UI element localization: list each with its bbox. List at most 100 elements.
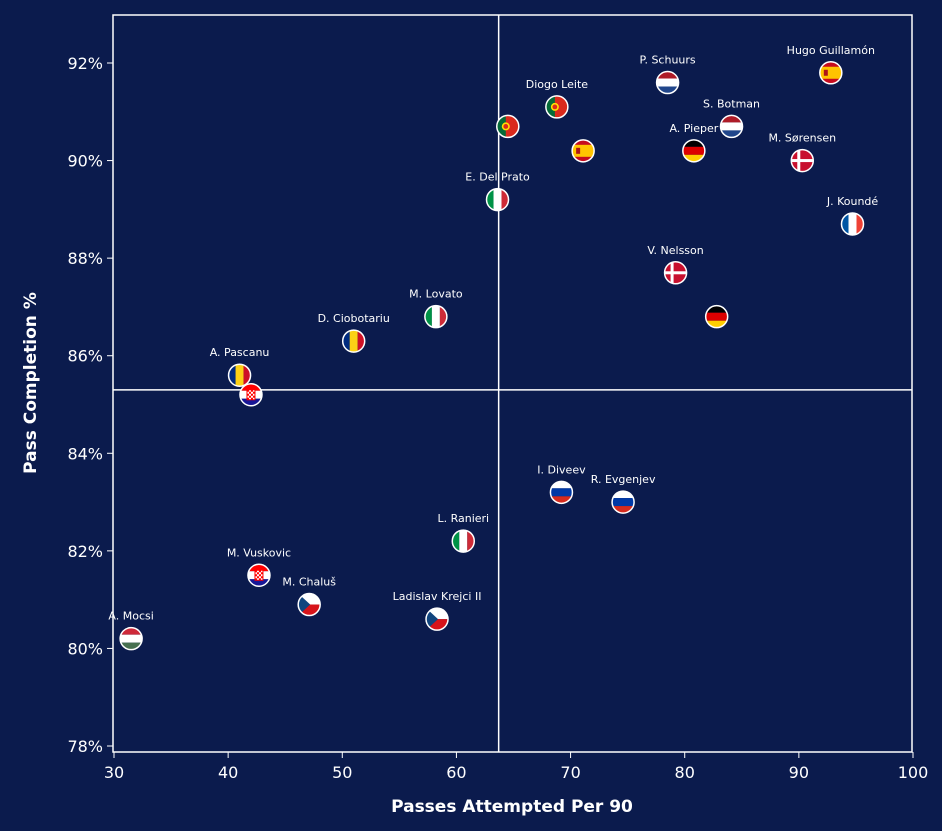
point-label: V. Nelsson <box>647 244 703 257</box>
point-label: E. Del Prato <box>465 171 530 184</box>
point-label: A. Pascanu <box>210 346 270 359</box>
marker-outline <box>549 480 574 505</box>
x-tick-label: 90 <box>789 763 809 782</box>
y-tick-label: 84% <box>67 444 103 463</box>
marker-outline <box>227 363 252 387</box>
plot-frame <box>112 14 913 753</box>
marker-outline <box>655 70 680 95</box>
data-point: E. Del Prato <box>465 171 530 212</box>
point-label: S. Botman <box>703 97 760 110</box>
y-tick-label: 92% <box>67 54 103 73</box>
marker-outline <box>571 139 595 163</box>
data-point: M. Lovato <box>409 288 463 329</box>
point-label: L. Ranieri <box>437 512 489 525</box>
portugal-flag-icon <box>545 95 568 118</box>
russia-flag-icon <box>612 491 635 514</box>
point-label: A. Pieper <box>669 122 718 135</box>
x-tick-label: 70 <box>560 763 580 782</box>
y-tick-label: 88% <box>67 249 103 268</box>
y-tick-label: 86% <box>67 347 103 366</box>
x-axis-title: Passes Attempted Per 90 <box>391 797 633 817</box>
russia-flag-icon <box>550 481 573 504</box>
data-point: J. Koundé <box>826 195 879 236</box>
data-point: V. Nelsson <box>647 244 704 285</box>
x-tick-label: 100 <box>898 763 929 782</box>
denmark-flag-icon <box>664 261 687 284</box>
marker-outline <box>239 382 263 407</box>
france-flag-icon <box>841 212 864 235</box>
data-point: M. Sørensen <box>768 132 836 173</box>
marker-outline <box>425 607 449 631</box>
data-point: S. Botman <box>703 97 760 139</box>
italy-flag-icon <box>424 305 447 328</box>
croatia-flag-icon <box>239 383 262 406</box>
netherlands-flag-icon <box>656 71 679 94</box>
marker-outline <box>682 139 706 163</box>
point-label: M. Vuskovic <box>227 546 291 559</box>
point-label: J. Koundé <box>826 195 879 208</box>
point-label: Ladislav Krejci II <box>393 590 482 603</box>
spain-flag-icon <box>819 61 842 84</box>
data-point: Diogo Leite <box>526 78 589 119</box>
data-point: A. Pieper <box>669 122 719 163</box>
point-label: D. Ciobotariu <box>318 312 390 325</box>
x-tick-label: 40 <box>218 763 238 782</box>
data-point: A. Mocsi <box>108 610 154 651</box>
y-axis-title: Pass Completion % <box>21 292 41 474</box>
marker-outline <box>704 304 729 329</box>
data-point: Hugo Guillamón <box>787 44 875 85</box>
croatia-flag-icon <box>247 564 270 587</box>
denmark-flag-icon <box>791 149 814 172</box>
point-label: M. Sørensen <box>768 132 836 145</box>
marker-outline <box>119 626 143 651</box>
data-point <box>239 382 263 407</box>
data-point <box>496 114 520 139</box>
marker-outline <box>341 329 366 353</box>
point-label: R. Evgenjev <box>591 473 656 486</box>
data-point: D. Ciobotariu <box>318 312 390 353</box>
point-label: Diogo Leite <box>526 78 589 91</box>
data-point: A. Pascanu <box>210 346 270 387</box>
point-label: A. Mocsi <box>108 610 153 623</box>
data-point: M. Vuskovic <box>227 546 291 587</box>
y-tick-label: 80% <box>67 639 103 658</box>
italy-flag-icon <box>486 188 509 211</box>
marker-outline <box>663 261 688 285</box>
marker-outline <box>790 148 815 173</box>
marker-outline <box>840 212 865 236</box>
marker-outline <box>496 114 520 139</box>
y-tick-label: 90% <box>67 152 103 171</box>
romania-flag-icon <box>342 330 365 353</box>
x-tick-label: 50 <box>332 763 352 782</box>
data-point: L. Ranieri <box>437 512 489 553</box>
point-label: M. Chaluš <box>282 576 336 589</box>
germany-flag-icon <box>682 139 705 162</box>
marker-outline <box>819 61 843 85</box>
marker-outline <box>545 95 569 119</box>
point-label: P. Schuurs <box>640 54 696 67</box>
marker-outline <box>247 563 271 587</box>
data-point: M. Chaluš <box>282 576 336 617</box>
x-tick-label: 30 <box>104 763 124 782</box>
netherlands-flag-icon <box>720 115 743 138</box>
germany-flag-icon <box>705 305 728 328</box>
data-point: P. Schuurs <box>640 54 696 95</box>
point-label: Hugo Guillamón <box>787 44 875 57</box>
marker-outline <box>451 529 476 553</box>
point-label: I. Diveev <box>537 463 586 476</box>
marker-outline <box>297 592 321 617</box>
data-point: I. Diveev <box>537 463 586 505</box>
y-tick-label: 78% <box>67 737 103 756</box>
x-tick-label: 60 <box>446 763 466 782</box>
portugal-flag-icon <box>496 115 519 138</box>
marker-outline <box>485 187 510 212</box>
data-point <box>571 139 595 163</box>
hungary-flag-icon <box>120 627 143 650</box>
marker-outline <box>424 304 448 329</box>
marker-outline <box>719 114 744 139</box>
italy-flag-icon <box>452 530 475 553</box>
spain-flag-icon <box>572 139 595 162</box>
data-point: Ladislav Krejci II <box>393 590 482 631</box>
